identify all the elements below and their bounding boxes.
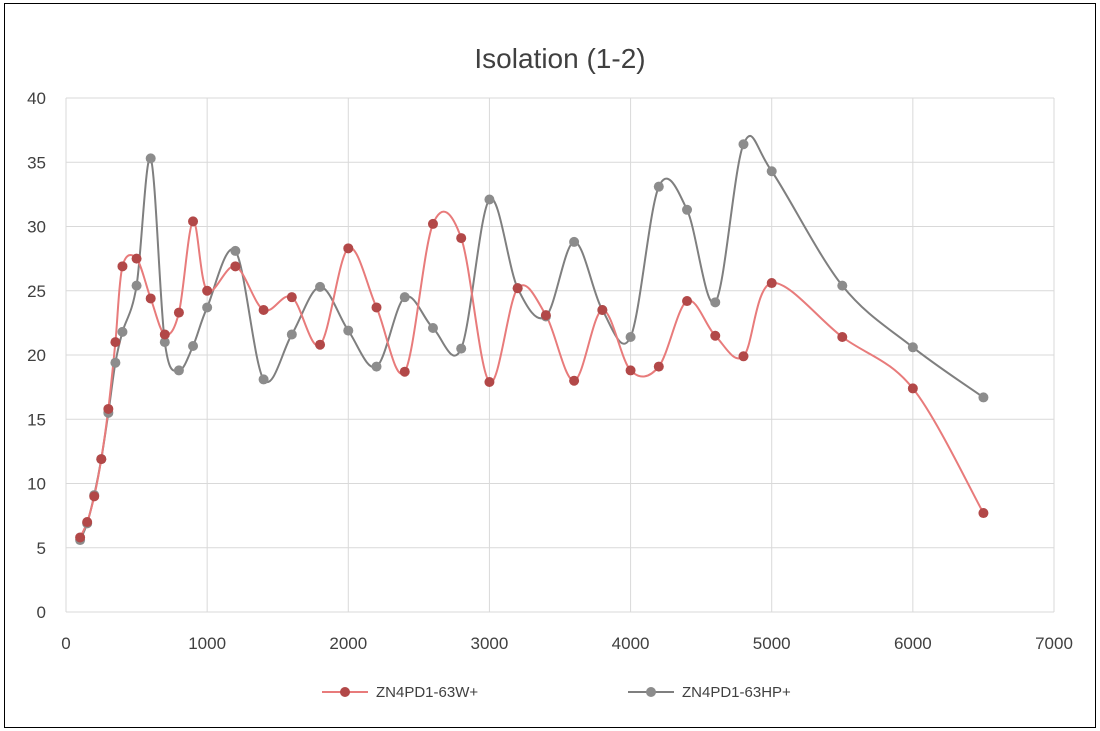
y-tick-label: 30 [27,218,46,237]
data-point-series-1 [315,339,326,350]
data-point-series-2 [286,329,297,340]
data-point-series-1 [117,261,128,272]
data-point-series-1 [512,283,523,294]
data-point-series-2 [117,326,128,337]
legend-marker-2 [646,687,656,697]
data-point-series-1 [625,365,636,376]
data-point-series-2 [145,153,156,164]
data-point-series-2 [978,392,989,403]
data-point-series-1 [371,302,382,313]
data-point-series-2 [159,337,170,348]
data-point-series-2 [399,292,410,303]
legend-marker-1 [340,687,350,697]
data-point-series-2 [653,181,664,192]
legend: ZN4PD1-63W+ ZN4PD1-63HP+ [322,684,791,701]
series-lines [79,135,985,541]
data-point-series-1 [173,307,184,318]
series-line-2 [79,135,985,541]
data-point-series-1 [427,218,438,229]
x-tick-label: 4000 [612,634,650,653]
data-point-series-2 [682,204,693,215]
x-tick-label: 7000 [1035,634,1073,653]
data-point-series-2 [456,343,467,354]
data-point-series-1 [710,330,721,341]
data-point-series-1 [110,337,121,348]
data-point-series-2 [188,341,199,352]
data-point-series-1 [766,278,777,289]
data-point-series-1 [978,508,989,519]
data-point-series-2 [484,194,495,205]
y-tick-label: 40 [27,89,46,108]
x-tick-label: 3000 [471,634,509,653]
data-point-series-2 [173,365,184,376]
x-tick-label: 1000 [188,634,226,653]
data-point-series-2 [110,357,121,368]
x-tick-label: 5000 [753,634,791,653]
data-point-series-2 [427,323,438,334]
data-point-series-2 [343,325,354,336]
x-tick-label: 0 [61,634,70,653]
data-point-series-1 [75,532,86,543]
data-point-series-1 [484,376,495,387]
data-point-series-1 [837,332,848,343]
data-point-series-1 [456,233,467,244]
data-point-series-1 [145,293,156,304]
y-tick-label: 5 [37,539,46,558]
legend-label-1: ZN4PD1-63W+ [376,684,478,701]
x-tick-label: 6000 [894,634,932,653]
data-point-series-1 [286,292,297,303]
data-point-series-1 [653,361,664,372]
data-point-series-1 [230,261,241,272]
data-point-series-1 [131,253,142,264]
y-tick-label: 10 [27,475,46,494]
data-point-series-1 [96,454,107,465]
data-point-series-1 [738,351,749,362]
data-point-series-1 [188,216,199,227]
data-point-series-1 [399,366,410,377]
data-point-series-2 [230,245,241,256]
data-point-series-2 [625,332,636,343]
data-point-series-1 [159,329,170,340]
data-point-series-2 [569,236,580,247]
data-point-series-2 [837,280,848,291]
data-point-series-1 [597,305,608,316]
data-point-series-1 [258,305,269,316]
y-tick-label: 25 [27,282,46,301]
data-point-series-1 [343,243,354,254]
data-point-series-1 [103,403,114,414]
data-point-series-2 [710,297,721,308]
gridlines [65,97,1055,613]
data-point-series-1 [89,491,100,502]
data-point-series-2 [738,139,749,150]
data-point-series-1 [682,296,693,307]
data-point-series-1 [569,375,580,386]
data-point-series-2 [907,342,918,353]
y-axis-ticks: 0 5 10 15 20 25 30 35 40 [27,89,46,622]
data-point-series-2 [315,281,326,292]
y-tick-label: 0 [37,603,46,622]
data-point-series-2 [766,166,777,177]
y-tick-label: 15 [27,410,46,429]
chart-frame [4,3,1096,728]
data-point-series-1 [82,517,93,528]
y-tick-label: 20 [27,346,46,365]
data-point-series-2 [202,302,213,313]
x-axis-ticks: 0 1000 2000 3000 4000 5000 6000 7000 [61,634,1073,653]
data-point-series-2 [371,361,382,372]
data-point-series-1 [540,310,551,321]
series-line-1 [79,210,985,538]
series-points [75,139,989,546]
data-point-series-2 [258,374,269,385]
y-tick-label: 35 [27,153,46,172]
x-tick-label: 2000 [329,634,367,653]
legend-label-2: ZN4PD1-63HP+ [682,684,791,701]
chart-title: Isolation (1-2) [474,43,645,74]
data-point-series-1 [202,285,213,296]
data-point-series-2 [131,280,142,291]
data-point-series-1 [907,383,918,394]
